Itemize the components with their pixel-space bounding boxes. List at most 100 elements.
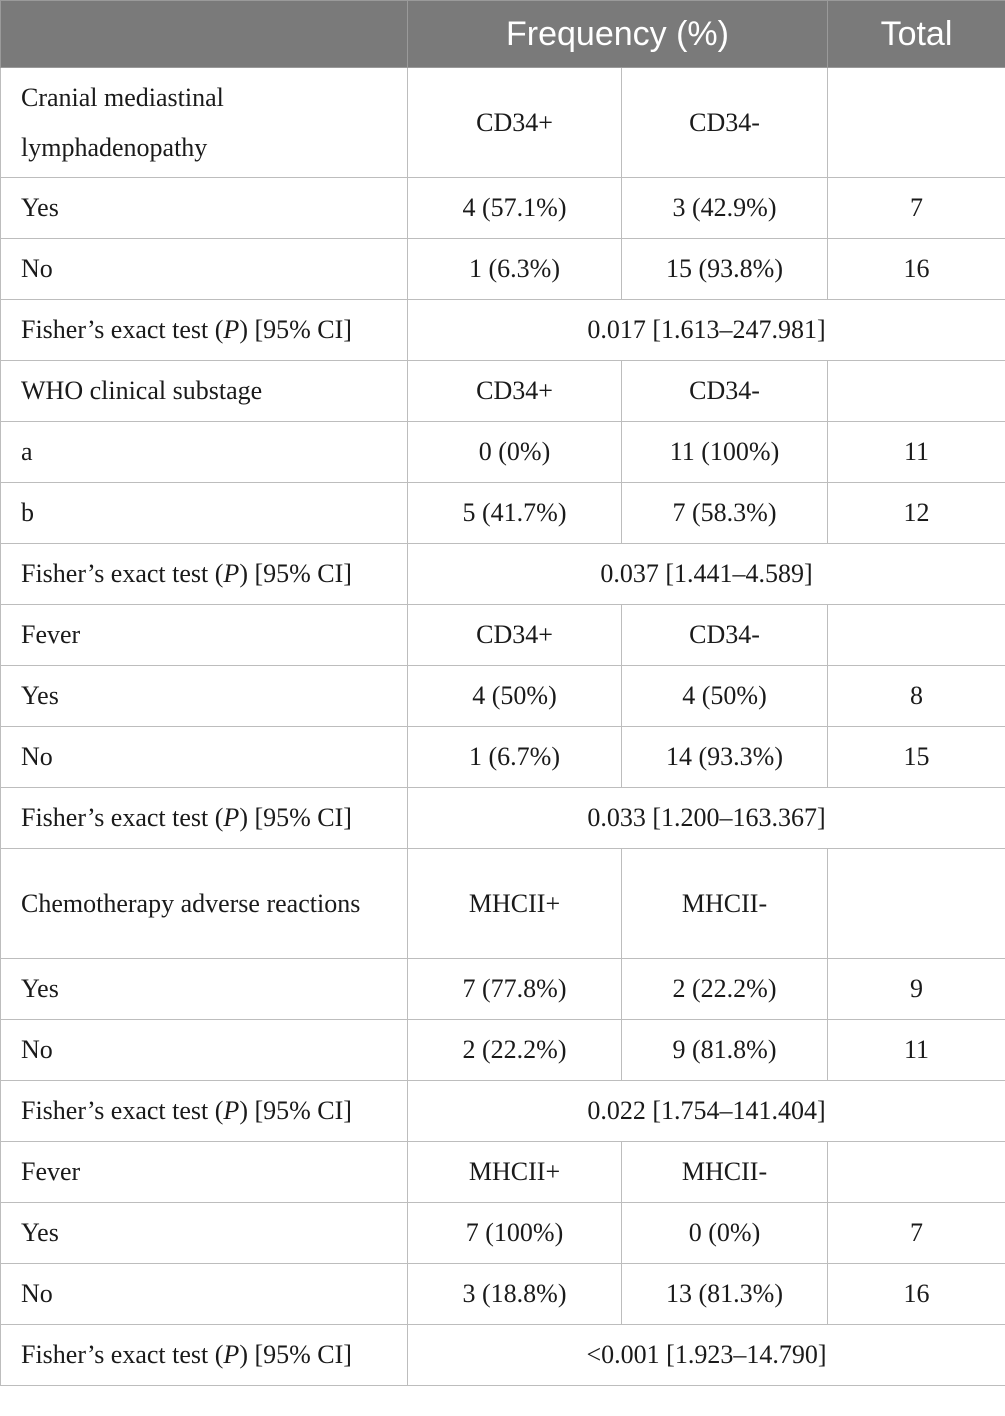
total-cell-empty: [827, 360, 1005, 422]
table-header: Frequency (%) Total: [0, 0, 1005, 68]
group-negative-label: CD34-: [621, 67, 828, 178]
test-label-prefix: Fisher’s exact test (: [21, 1340, 224, 1369]
test-label: Fisher’s exact test (P) [95% CI]: [0, 1080, 408, 1142]
row-label: No: [0, 238, 408, 300]
total-count: 16: [827, 238, 1005, 300]
total-cell-empty: [827, 1141, 1005, 1203]
test-label-prefix: Fisher’s exact test (: [21, 315, 224, 344]
row-label: No: [0, 726, 408, 788]
test-label: Fisher’s exact test (P) [95% CI]: [0, 543, 408, 605]
total-cell-empty: [827, 604, 1005, 666]
test-label: Fisher’s exact test (P) [95% CI]: [0, 787, 408, 849]
variable-label: Chemotherapy adverse reactions: [0, 848, 408, 959]
negative-count: 3 (42.9%): [621, 177, 828, 239]
positive-count: 4 (50%): [407, 665, 622, 727]
negative-count: 11 (100%): [621, 421, 828, 483]
test-label-suffix: ) [95% CI]: [239, 1096, 352, 1125]
positive-count: 1 (6.7%): [407, 726, 622, 788]
table-row-head: Fever CD34+ CD34-: [0, 604, 1005, 666]
table-row-test: Fisher’s exact test (P) [95% CI] 0.033 [1…: [0, 787, 1005, 849]
table-row-head: WHO clinical substage CD34+ CD34-: [0, 360, 1005, 422]
test-label-prefix: Fisher’s exact test (: [21, 1096, 224, 1125]
total-count: 8: [827, 665, 1005, 727]
row-label: Yes: [0, 665, 408, 727]
variable-label: WHO clinical substage: [0, 360, 408, 422]
test-label-p: P: [223, 559, 240, 588]
table-row-data: No 2 (22.2%) 9 (81.8%) 11: [0, 1019, 1005, 1081]
total-count: 15: [827, 726, 1005, 788]
test-value: <0.001 [1.923–14.790]: [407, 1324, 1005, 1386]
negative-count: 15 (93.8%): [621, 238, 828, 300]
table-row-test: Fisher’s exact test (P) [95% CI] 0.037 [1…: [0, 543, 1005, 605]
table-body: Cranial mediastinal lymphadenopathy CD34+…: [0, 67, 1005, 1386]
negative-count: 9 (81.8%): [621, 1019, 828, 1081]
total-count: 16: [827, 1263, 1005, 1325]
positive-count: 2 (22.2%): [407, 1019, 622, 1081]
total-count: 7: [827, 177, 1005, 239]
table-row-head: Fever MHCII+ MHCII-: [0, 1141, 1005, 1203]
positive-count: 7 (77.8%): [407, 958, 622, 1020]
header-frequency: Frequency (%): [407, 0, 828, 68]
variable-label: Cranial mediastinal lymphadenopathy: [0, 67, 408, 178]
test-label-suffix: ) [95% CI]: [239, 315, 352, 344]
negative-count: 14 (93.3%): [621, 726, 828, 788]
table-row-test: Fisher’s exact test (P) [95% CI] <0.001 […: [0, 1324, 1005, 1386]
test-label-p: P: [223, 803, 240, 832]
table-row-head: Chemotherapy adverse reactions MHCII+ MHCI…: [0, 848, 1005, 959]
row-label: Yes: [0, 1202, 408, 1264]
test-label-suffix: ) [95% CI]: [239, 803, 352, 832]
positive-count: 7 (100%): [407, 1202, 622, 1264]
negative-count: 0 (0%): [621, 1202, 828, 1264]
positive-count: 0 (0%): [407, 421, 622, 483]
negative-count: 7 (58.3%): [621, 482, 828, 544]
group-negative-label: MHCII-: [621, 1141, 828, 1203]
test-label: Fisher’s exact test (P) [95% CI]: [0, 1324, 408, 1386]
group-positive-label: MHCII+: [407, 1141, 622, 1203]
group-negative-label: MHCII-: [621, 848, 828, 959]
total-count: 11: [827, 421, 1005, 483]
table-row-test: Fisher’s exact test (P) [95% CI] 0.017 [1…: [0, 299, 1005, 361]
group-negative-label: CD34-: [621, 360, 828, 422]
total-cell-empty: [827, 67, 1005, 178]
total-count: 12: [827, 482, 1005, 544]
table-row-data: Yes 7 (100%) 0 (0%) 7: [0, 1202, 1005, 1264]
total-cell-empty: [827, 848, 1005, 959]
table-row-data: Yes 4 (50%) 4 (50%) 8: [0, 665, 1005, 727]
test-label-prefix: Fisher’s exact test (: [21, 559, 224, 588]
row-label: No: [0, 1019, 408, 1081]
test-label: Fisher’s exact test (P) [95% CI]: [0, 299, 408, 361]
test-label-suffix: ) [95% CI]: [239, 559, 352, 588]
table-row-test: Fisher’s exact test (P) [95% CI] 0.022 [1…: [0, 1080, 1005, 1142]
positive-count: 4 (57.1%): [407, 177, 622, 239]
group-positive-label: CD34+: [407, 604, 622, 666]
test-label-prefix: Fisher’s exact test (: [21, 803, 224, 832]
table-row-head: Cranial mediastinal lymphadenopathy CD34+…: [0, 67, 1005, 178]
table-row-data: No 1 (6.7%) 14 (93.3%) 15: [0, 726, 1005, 788]
test-label-p: P: [223, 315, 240, 344]
row-label: a: [0, 421, 408, 483]
variable-label: Fever: [0, 1141, 408, 1203]
negative-count: 4 (50%): [621, 665, 828, 727]
positive-count: 1 (6.3%): [407, 238, 622, 300]
table-row-data: Yes 7 (77.8%) 2 (22.2%) 9: [0, 958, 1005, 1020]
group-positive-label: CD34+: [407, 360, 622, 422]
table-row-data: No 1 (6.3%) 15 (93.8%) 16: [0, 238, 1005, 300]
positive-count: 5 (41.7%): [407, 482, 622, 544]
table-row-data: Yes 4 (57.1%) 3 (42.9%) 7: [0, 177, 1005, 239]
test-value: 0.037 [1.441–4.589]: [407, 543, 1005, 605]
test-value: 0.017 [1.613–247.981]: [407, 299, 1005, 361]
positive-count: 3 (18.8%): [407, 1263, 622, 1325]
test-label-suffix: ) [95% CI]: [239, 1340, 352, 1369]
header-total: Total: [827, 0, 1005, 68]
negative-count: 13 (81.3%): [621, 1263, 828, 1325]
test-label-p: P: [223, 1340, 240, 1369]
row-label: b: [0, 482, 408, 544]
total-count: 7: [827, 1202, 1005, 1264]
test-value: 0.022 [1.754–141.404]: [407, 1080, 1005, 1142]
total-count: 9: [827, 958, 1005, 1020]
header-blank: [0, 0, 408, 68]
negative-count: 2 (22.2%): [621, 958, 828, 1020]
row-label: Yes: [0, 177, 408, 239]
